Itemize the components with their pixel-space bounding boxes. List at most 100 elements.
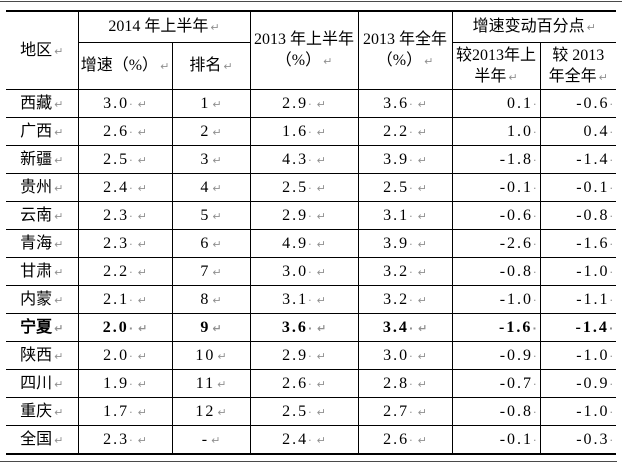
delta-vs-full-cell: -1.4· bbox=[539, 145, 617, 174]
growth-value: 2.5 bbox=[103, 150, 130, 168]
region-name: 甘肃 bbox=[20, 262, 53, 280]
delta-vs-half-value: -0.6 bbox=[499, 206, 534, 224]
table-header: 地区 ↵ 2014 年上半年 ↵ 2013 年上半年（%） ↵ 2013 年全年（%）… bbox=[6, 10, 617, 90]
table-row: 西藏 ↵ 3.0· ↵ 1 ↵ 2.9· ↵ 3.6· ↵ 0.1· -0.6· bbox=[6, 89, 617, 118]
growth-2013-half-cell: 2.9· ↵ bbox=[249, 89, 359, 118]
paragraph-mark-icon: ↵ bbox=[212, 293, 222, 307]
growth-2013-full-value: 3.6 bbox=[383, 94, 410, 112]
paragraph-mark-icon: ↵ bbox=[424, 55, 434, 68]
space-dot-icon: · bbox=[533, 181, 537, 195]
delta-vs-full-cell: -0.8· bbox=[539, 201, 617, 230]
paragraph-mark-icon: ↵ bbox=[54, 433, 64, 447]
paragraph-mark-icon: ↵ bbox=[212, 265, 222, 279]
paragraph-mark-icon: ↵ bbox=[212, 237, 222, 251]
paragraph-mark-icon: ↵ bbox=[417, 97, 427, 111]
region-name: 贵州 bbox=[20, 178, 53, 196]
space-dot-icon: · bbox=[129, 181, 133, 195]
region-cell: 西藏 ↵ bbox=[6, 89, 79, 118]
delta-vs-half-value: -2.6 bbox=[499, 234, 534, 252]
region-cell: 新疆 ↵ bbox=[6, 145, 79, 174]
paragraph-mark-icon: ↵ bbox=[137, 181, 147, 195]
growth-2014-cell: 2.5· ↵ bbox=[77, 145, 173, 174]
space-dot-icon: · bbox=[609, 349, 614, 363]
table-body: 西藏 ↵ 3.0· ↵ 1 ↵ 2.9· ↵ 3.6· ↵ 0.1· -0.6· 广西 ↵ … bbox=[6, 89, 617, 455]
space-dot-icon: · bbox=[409, 125, 413, 139]
growth-2014-cell: 1.9· ↵ bbox=[77, 369, 173, 398]
table-row: 内蒙 ↵ 2.1· ↵ 8 ↵ 3.1· ↵ 3.2· ↵ -1.0· -1.1· bbox=[6, 285, 617, 314]
top-thin-rule bbox=[0, 1, 622, 2]
growth-value: 2.2 bbox=[103, 262, 130, 280]
space-dot-icon: · bbox=[609, 125, 614, 139]
growth-2013-half-value: 2.9 bbox=[282, 94, 309, 112]
delta-vs-full-value: -0.1 bbox=[576, 178, 610, 196]
growth-value: 2.1 bbox=[103, 290, 130, 308]
rank-value: 8 bbox=[200, 290, 211, 308]
growth-2013-full-value: 2.7 bbox=[383, 402, 410, 420]
delta-vs-half-cell: -0.8· bbox=[451, 397, 541, 426]
growth-2013-half-value: 4.9 bbox=[282, 234, 309, 252]
rank-cell: 10 ↵ bbox=[171, 341, 251, 370]
paragraph-mark-icon: ↵ bbox=[417, 293, 427, 307]
header-region-label: 地区 bbox=[20, 41, 53, 59]
delta-vs-half-value: -0.8 bbox=[499, 402, 534, 420]
table-row: 陕西 ↵ 2.0· ↵ 10 ↵ 2.9· ↵ 3.0· ↵ -0.9· -1.0· bbox=[6, 341, 617, 370]
paragraph-mark-icon: ↵ bbox=[586, 21, 596, 34]
region-cell: 云南 ↵ bbox=[6, 201, 79, 230]
region-name: 陕西 bbox=[20, 346, 53, 364]
delta-vs-half-cell: -0.1· bbox=[451, 425, 541, 455]
paragraph-mark-icon: ↵ bbox=[54, 265, 64, 279]
space-dot-icon: · bbox=[409, 405, 413, 419]
space-dot-icon: · bbox=[128, 321, 133, 335]
paragraph-mark-icon: ↵ bbox=[137, 153, 147, 167]
space-dot-icon: · bbox=[609, 181, 614, 195]
header-2013-half-year: 2013 年上半年（%） ↵ bbox=[249, 10, 359, 90]
growth-2013-full-cell: 2.2· ↵ bbox=[357, 117, 453, 146]
delta-vs-full-value: -0.6 bbox=[576, 94, 610, 112]
header-vs-2013-half: 较2013年上半年 ↵ bbox=[451, 42, 541, 90]
paragraph-mark-icon: ↵ bbox=[54, 181, 64, 195]
growth-2014-cell: 2.4· ↵ bbox=[77, 173, 173, 202]
growth-2013-full-value: 3.2 bbox=[383, 262, 410, 280]
delta-vs-half-cell: -1.6· bbox=[451, 313, 541, 342]
delta-vs-full-cell: -0.9· bbox=[539, 369, 617, 398]
region-cell: 宁夏 ↵ bbox=[6, 313, 79, 342]
rank-value: 1 bbox=[200, 94, 211, 112]
space-dot-icon: · bbox=[129, 209, 133, 223]
growth-2013-half-cell: 1.6· ↵ bbox=[249, 117, 359, 146]
space-dot-icon: · bbox=[532, 321, 537, 335]
paragraph-mark-icon: ↵ bbox=[137, 293, 147, 307]
delta-vs-full-value: 0.4 bbox=[583, 122, 610, 140]
growth-value: 2.3 bbox=[103, 430, 130, 448]
delta-vs-half-value: -0.8 bbox=[499, 262, 534, 280]
space-dot-icon: · bbox=[608, 321, 614, 335]
space-dot-icon: · bbox=[533, 125, 537, 139]
space-dot-icon: · bbox=[308, 237, 312, 251]
paragraph-mark-icon: ↵ bbox=[417, 237, 427, 251]
delta-vs-full-cell: -1.4· bbox=[539, 313, 617, 342]
growth-2013-half-cell: 4.3· ↵ bbox=[249, 145, 359, 174]
growth-2013-full-cell: 3.9· ↵ bbox=[357, 145, 453, 174]
growth-2013-full-cell: 3.2· ↵ bbox=[357, 285, 453, 314]
delta-vs-full-value: -0.3 bbox=[576, 430, 610, 448]
paragraph-mark-icon: ↵ bbox=[54, 153, 64, 167]
paragraph-mark-icon: ↵ bbox=[417, 181, 427, 195]
region-cell: 重庆 ↵ bbox=[6, 397, 79, 426]
space-dot-icon: · bbox=[308, 125, 312, 139]
delta-vs-full-value: -1.4 bbox=[576, 150, 610, 168]
space-dot-icon: · bbox=[409, 237, 413, 251]
paragraph-mark-icon: ↵ bbox=[316, 209, 326, 223]
rank-value: 9 bbox=[200, 318, 211, 336]
paragraph-mark-icon: ↵ bbox=[54, 97, 64, 111]
space-dot-icon: · bbox=[409, 293, 413, 307]
paragraph-mark-icon: ↵ bbox=[316, 265, 326, 279]
paragraph-mark-icon: ↵ bbox=[316, 405, 326, 419]
header-2013-full-label: 2013 年全年（%） bbox=[363, 31, 448, 69]
growth-2013-half-cell: 2.9· ↵ bbox=[249, 341, 359, 370]
header-vs-2013-full: 较 2013 年全年 ↵ bbox=[539, 42, 617, 90]
growth-2013-full-value: 2.6 bbox=[383, 430, 410, 448]
paragraph-mark-icon: ↵ bbox=[54, 349, 64, 363]
growth-2013-full-cell: 3.6· ↵ bbox=[357, 89, 453, 118]
space-dot-icon: · bbox=[308, 209, 312, 223]
space-dot-icon: · bbox=[533, 293, 537, 307]
space-dot-icon: · bbox=[609, 153, 614, 167]
